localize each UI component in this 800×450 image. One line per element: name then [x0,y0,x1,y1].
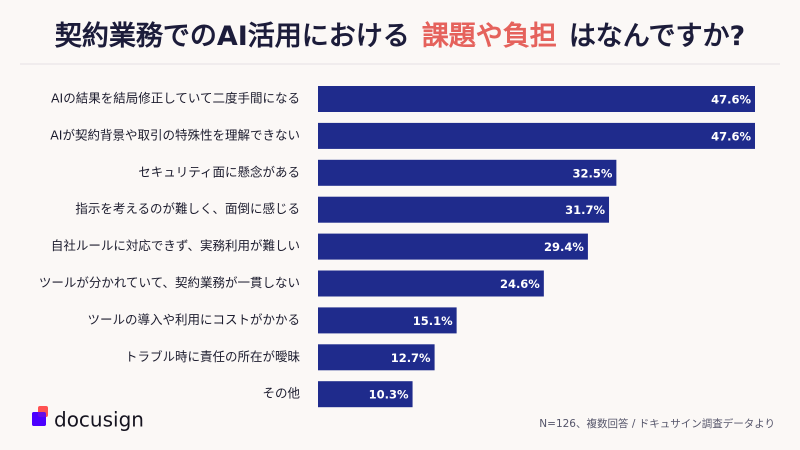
title-highlight: 課題や負担 [422,20,557,52]
category-label: その他 [262,386,300,401]
value-label: 10.3% [369,388,409,402]
footnote: N=126、複数回答 / ドキュサイン調査データより [539,417,775,430]
value-label: 47.6% [711,129,751,143]
logo-icon [32,406,48,426]
bar [318,122,755,149]
category-label: 自社ルールに対応できず、実務利用が難しい [51,238,300,253]
value-label: 24.6% [500,277,540,291]
bar [318,86,755,112]
category-label: AIが契約背景や取引の特殊性を理解できない [50,127,300,142]
value-label: 32.5% [572,166,612,180]
bar [318,196,610,223]
category-label: ツールの導入や利用にコストがかかる [87,312,300,327]
brand: docusign [54,408,144,432]
title-part: 契約業務でのAI活用における [55,20,410,52]
bar [318,344,435,371]
value-label: 15.1% [413,314,453,328]
title-part: はなんですか? [569,21,745,52]
value-label: 31.7% [565,203,605,217]
bar [318,270,544,297]
bar [318,159,617,186]
value-label: 47.6% [711,93,751,107]
bar [318,233,588,260]
bar [318,307,457,334]
value-label: 12.7% [391,351,431,365]
value-label: 29.4% [544,240,584,254]
category-label: ツールが分かれていて、契約業務が一貫しない [39,275,300,290]
bar [318,381,413,408]
category-label: セキュリティ面に懸念がある [138,164,300,179]
category-label: AIの結果を結局修正していて二度手間になる [51,91,300,106]
category-label: トラブル時に責任の所在が曖昧 [125,349,301,364]
chart-title: 契約業務でのAI活用における 課題や負担 はなんですか? [55,20,745,52]
category-label: 指示を考えるのが難しく、面倒に感じる [75,201,300,216]
